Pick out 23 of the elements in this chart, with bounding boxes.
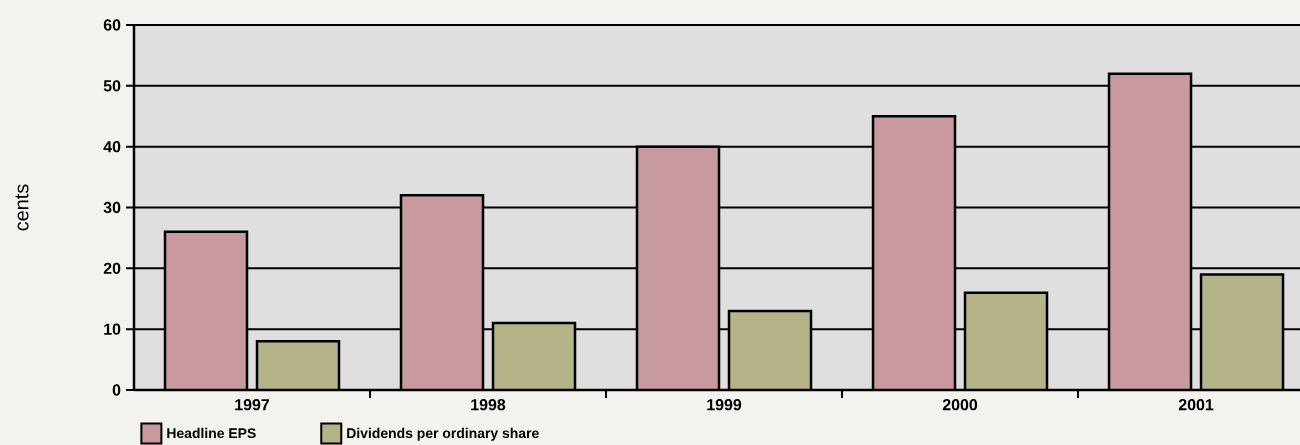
bar — [493, 323, 576, 390]
bar — [637, 146, 720, 390]
legend-label: Headline EPS — [167, 427, 256, 439]
y-tick-label: 30 — [103, 201, 121, 214]
x-tick-label: 1999 — [707, 399, 742, 411]
y-tick-label: 60 — [103, 19, 121, 31]
y-tick-label: 0 — [112, 384, 121, 396]
y-tick-label: 20 — [103, 262, 121, 274]
y-tick-label: 50 — [103, 80, 121, 92]
x-tick-label: 1998 — [471, 399, 506, 411]
legend-label: Dividends per ordinary share — [347, 427, 539, 441]
y-axis-title: cents — [15, 184, 29, 231]
bar — [729, 310, 812, 390]
bar — [257, 341, 339, 390]
bar — [873, 116, 956, 390]
bar — [401, 195, 484, 390]
x-tick-label: 1997 — [235, 399, 270, 411]
bar — [965, 292, 1048, 390]
x-tick-label: 2001 — [1178, 399, 1214, 411]
y-tick-label: 40 — [103, 141, 121, 153]
y-tick-label: 10 — [104, 323, 121, 335]
x-tick-label: 2000 — [942, 399, 978, 411]
bar — [165, 231, 247, 390]
